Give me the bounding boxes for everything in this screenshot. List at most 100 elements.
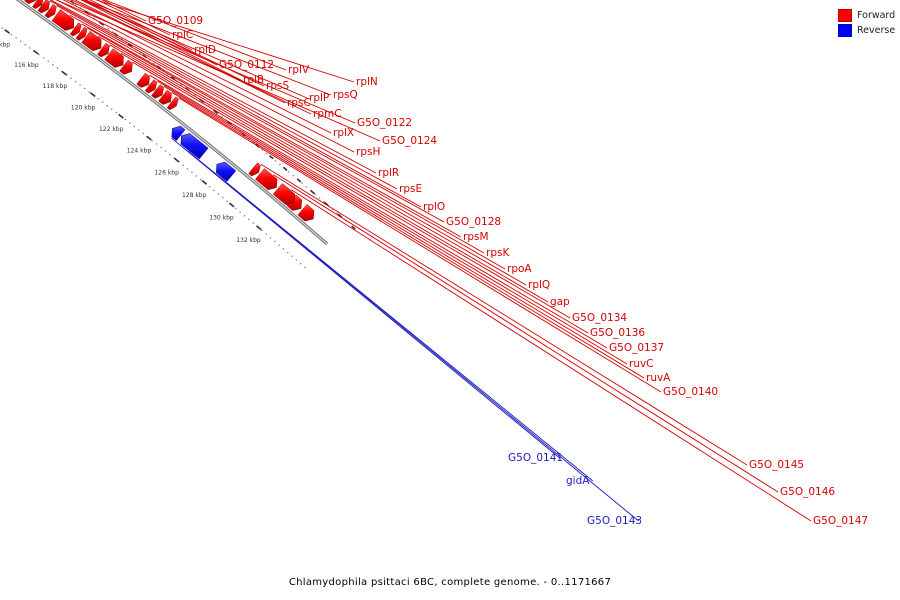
minor-tick (268, 155, 274, 160)
gene-label-g5o-0134[interactable]: G5O_0134 (572, 312, 627, 324)
leader-rplp (80, 0, 308, 99)
gene-label-gida[interactable]: gidA (566, 475, 590, 487)
outer-dot (314, 193, 316, 195)
leader-rpsk (87, 27, 485, 254)
gene-g5o-0147[interactable] (272, 183, 296, 206)
gene-g5o-0145[interactable] (248, 162, 261, 177)
outer-dot (305, 186, 308, 188)
gene-rplo[interactable] (44, 3, 57, 19)
outer-dot (261, 149, 263, 151)
legend-forward: Forward (838, 8, 895, 23)
gene-label-rpsq[interactable]: rpsQ (333, 89, 358, 101)
gene-label-g5o-0124[interactable]: G5O_0124 (382, 135, 437, 147)
gene-g5o-0128[interactable] (51, 9, 74, 31)
gene-label-g5o-0109[interactable]: G5O_0109 (148, 15, 203, 27)
outer-dot (345, 220, 347, 222)
gene-gap[interactable] (104, 48, 124, 68)
leader-rplo (56, 5, 422, 208)
gene-label-rplr[interactable]: rplR (378, 167, 399, 179)
gene-label-rpsk[interactable]: rpsK (486, 247, 510, 259)
gene-label-rpsh[interactable]: rpsH (356, 146, 380, 158)
inner-dot (88, 91, 90, 93)
outer-dot (194, 94, 196, 96)
genome-backbone-highlight (17, 0, 328, 245)
gene-arrow-forward[interactable] (297, 204, 315, 222)
leader-g5o-0143 (218, 176, 639, 522)
gene-label-g5o-0143[interactable]: G5O_0143 (587, 515, 642, 527)
gene-label-g5o-0128[interactable]: G5O_0128 (446, 216, 501, 228)
leader-rpoa (97, 35, 506, 270)
gene-label-ruva[interactable]: ruvA (646, 372, 671, 384)
gene-gida[interactable] (180, 133, 209, 160)
inner-dot (151, 139, 153, 142)
gene-label-rplq[interactable]: rplQ (528, 279, 550, 291)
gene-label-rplx[interactable]: rplX (333, 127, 354, 139)
gene-rplq[interactable] (97, 42, 110, 58)
inner-dot (160, 146, 162, 149)
inner-dot (278, 244, 280, 246)
inner-dot (274, 240, 276, 243)
gene-rplr[interactable] (32, 0, 44, 10)
inner-dot (186, 168, 189, 170)
gene-label-rpsm[interactable]: rpsM (463, 231, 489, 243)
gene-g5o-0141[interactable] (171, 125, 186, 141)
gene-label-g5o-0141[interactable]: G5O_0141 (508, 452, 563, 464)
gene-label-rplv[interactable]: rplV (288, 64, 310, 76)
major-tick (256, 225, 262, 231)
gene-g5o-0136[interactable] (136, 72, 150, 88)
gene-label-rpse[interactable]: rpsE (399, 183, 422, 195)
gene-rpse[interactable] (37, 0, 50, 14)
inner-dot (1, 27, 3, 29)
inner-dot (200, 178, 202, 181)
gene-label-g5o-0146[interactable]: G5O_0146 (780, 486, 835, 498)
gene-label-g5o-0136[interactable]: G5O_0136 (590, 327, 645, 339)
inner-dot (269, 237, 272, 239)
gene-label-g5o-0137[interactable]: G5O_0137 (609, 342, 664, 354)
major-tick (173, 157, 180, 163)
legend-reverse: Reverse (838, 23, 895, 38)
inner-dot (52, 64, 54, 66)
inner-dot (61, 70, 63, 73)
gene-rpsm[interactable] (69, 22, 82, 37)
legend-reverse-label: Reverse (857, 25, 896, 36)
gene-label-ruvc[interactable]: ruvC (629, 358, 654, 370)
gene-g5o-0140[interactable] (166, 96, 179, 111)
gene-label-rpmc[interactable]: rpmC (313, 108, 342, 120)
tick-label: 122 kbp (99, 126, 124, 133)
inner-dot (133, 125, 135, 128)
tick-label: 116 kbp (14, 62, 39, 69)
gene-g5o-0137[interactable] (144, 79, 158, 94)
minor-tick (351, 225, 356, 230)
gene-label-g5o-0122[interactable]: G5O_0122 (357, 117, 412, 129)
inner-dot (182, 164, 184, 166)
gene-g5o-0124[interactable] (24, 0, 37, 5)
gene-label-g5o-0140[interactable]: G5O_0140 (663, 386, 718, 398)
leader-rplx (62, 0, 332, 134)
gene-g5o-0134[interactable] (119, 59, 133, 75)
gene-g5o-0146[interactable] (255, 168, 278, 191)
gene-label-rplo[interactable]: rplO (423, 201, 445, 213)
inner-dot (243, 215, 246, 217)
outer-dot (203, 101, 205, 104)
inner-dot (300, 263, 302, 265)
gene-label-rplp[interactable]: rplP (309, 92, 329, 104)
gene-ruvc[interactable] (151, 84, 164, 99)
gene-label-rpsc[interactable]: rpsC (287, 97, 311, 109)
gene-label-g5o-0147[interactable]: G5O_0147 (813, 515, 868, 527)
major-tick (4, 29, 10, 34)
gene-label-rpld[interactable]: rplD (194, 44, 216, 56)
gene-label-g5o-0112[interactable]: G5O_0112 (219, 59, 274, 71)
gene-label-rpln[interactable]: rplN (356, 76, 378, 88)
major-tick (118, 113, 124, 119)
leader-g5o-0122 (65, 0, 356, 124)
gene-rpsk[interactable] (75, 26, 88, 41)
gene-g5o-0143[interactable] (216, 161, 237, 182)
gene-rpoa[interactable] (81, 31, 102, 52)
gene-label-rpoa[interactable]: rpoA (507, 263, 532, 275)
minor-tick (282, 166, 288, 172)
leader-rpss (82, 0, 265, 87)
inner-dot (10, 34, 13, 36)
gene-label-gap[interactable]: gap (550, 296, 570, 308)
gene-ruva[interactable] (158, 89, 172, 105)
gene-label-g5o-0145[interactable]: G5O_0145 (749, 459, 804, 471)
